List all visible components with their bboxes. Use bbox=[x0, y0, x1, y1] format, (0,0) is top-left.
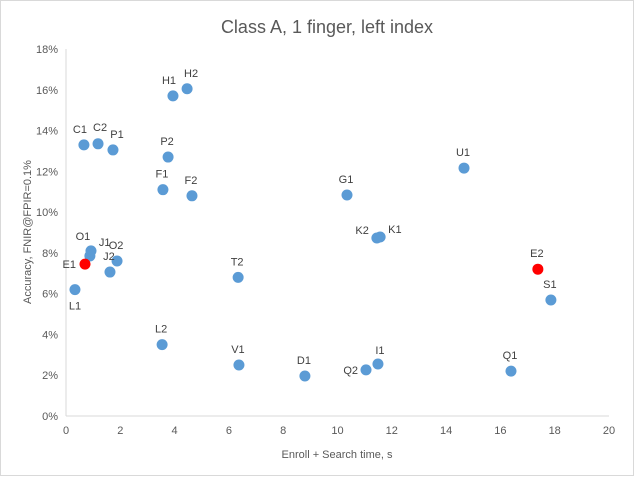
x-tick-label: 14 bbox=[440, 425, 452, 437]
y-tick-label: 0% bbox=[42, 411, 58, 423]
data-point-g1 bbox=[341, 189, 353, 201]
data-label: E2 bbox=[530, 248, 543, 260]
data-label: L1 bbox=[69, 301, 81, 313]
data-point-q1 bbox=[505, 365, 517, 377]
data-label: O1 bbox=[76, 231, 91, 243]
x-tick-label: 20 bbox=[603, 425, 615, 437]
data-label: C2 bbox=[93, 122, 107, 134]
y-tick-label: 6% bbox=[42, 289, 58, 301]
chart-title: Class A, 1 finger, left index bbox=[221, 17, 433, 37]
data-point-q2 bbox=[360, 364, 372, 376]
data-point-k2 bbox=[371, 232, 383, 244]
data-point-f2 bbox=[186, 190, 198, 202]
data-label: T2 bbox=[231, 256, 244, 268]
x-tick-label: 0 bbox=[63, 425, 69, 437]
data-label: Q2 bbox=[343, 365, 358, 377]
data-label: E1 bbox=[63, 259, 76, 271]
data-point-l2 bbox=[156, 339, 168, 351]
data-point-c2 bbox=[92, 138, 104, 150]
data-point-v1 bbox=[233, 359, 245, 371]
data-label: H1 bbox=[162, 75, 176, 87]
data-label: K1 bbox=[388, 224, 401, 236]
data-point-h2 bbox=[181, 83, 193, 95]
data-point-p2 bbox=[162, 151, 174, 163]
data-point-u1 bbox=[458, 162, 470, 174]
y-tick-label: 10% bbox=[36, 207, 58, 219]
data-point-j1 bbox=[84, 250, 96, 262]
data-point-p1 bbox=[107, 144, 119, 156]
data-label: O2 bbox=[109, 240, 124, 252]
data-point-c1 bbox=[78, 139, 90, 151]
data-label: L2 bbox=[155, 324, 167, 336]
y-tick-label: 8% bbox=[42, 248, 58, 260]
data-point-t2 bbox=[232, 271, 244, 283]
data-point-j2 bbox=[104, 266, 116, 278]
y-tick-label: 14% bbox=[36, 126, 58, 138]
data-point-h1 bbox=[167, 90, 179, 102]
x-tick-label: 12 bbox=[386, 425, 398, 437]
data-label: D1 bbox=[297, 355, 311, 367]
data-point-e2 bbox=[532, 263, 544, 275]
y-tick-label: 2% bbox=[42, 370, 58, 382]
data-label: I1 bbox=[375, 345, 384, 357]
data-label: P1 bbox=[110, 129, 123, 141]
data-label: V1 bbox=[231, 344, 244, 356]
x-tick-label: 10 bbox=[331, 425, 343, 437]
y-tick-label: 18% bbox=[36, 44, 58, 56]
data-label: Q1 bbox=[503, 350, 518, 362]
y-tick-label: 12% bbox=[36, 166, 58, 178]
y-axis-label: Accuracy, FNIR@FPIR=0.1% bbox=[22, 160, 34, 304]
x-tick-label: 6 bbox=[226, 425, 232, 437]
y-tick-label: 4% bbox=[42, 329, 58, 341]
data-label: P2 bbox=[160, 136, 173, 148]
data-label: K2 bbox=[355, 225, 368, 237]
x-tick-label: 4 bbox=[172, 425, 178, 437]
data-point-d1 bbox=[299, 370, 311, 382]
data-label: J1 bbox=[99, 237, 111, 249]
data-point-o2 bbox=[111, 255, 123, 267]
data-point-s1 bbox=[545, 294, 557, 306]
data-label: F2 bbox=[185, 175, 198, 187]
data-label: C1 bbox=[73, 124, 87, 136]
data-point-i1 bbox=[372, 358, 384, 370]
x-tick-label: 2 bbox=[117, 425, 123, 437]
data-label: J2 bbox=[103, 251, 115, 263]
x-axis-label: Enroll + Search time, s bbox=[282, 449, 393, 461]
y-tick-label: 16% bbox=[36, 85, 58, 97]
data-point-l1 bbox=[69, 284, 81, 296]
data-point-f1 bbox=[157, 184, 169, 196]
x-tick-label: 16 bbox=[494, 425, 506, 437]
x-tick-label: 18 bbox=[549, 425, 561, 437]
data-label: F1 bbox=[156, 169, 169, 181]
data-label: G1 bbox=[339, 174, 354, 186]
data-label: H2 bbox=[184, 68, 198, 80]
data-label: U1 bbox=[456, 147, 470, 159]
data-point-e1 bbox=[79, 258, 91, 270]
data-label: S1 bbox=[543, 279, 556, 291]
x-tick-label: 8 bbox=[280, 425, 286, 437]
